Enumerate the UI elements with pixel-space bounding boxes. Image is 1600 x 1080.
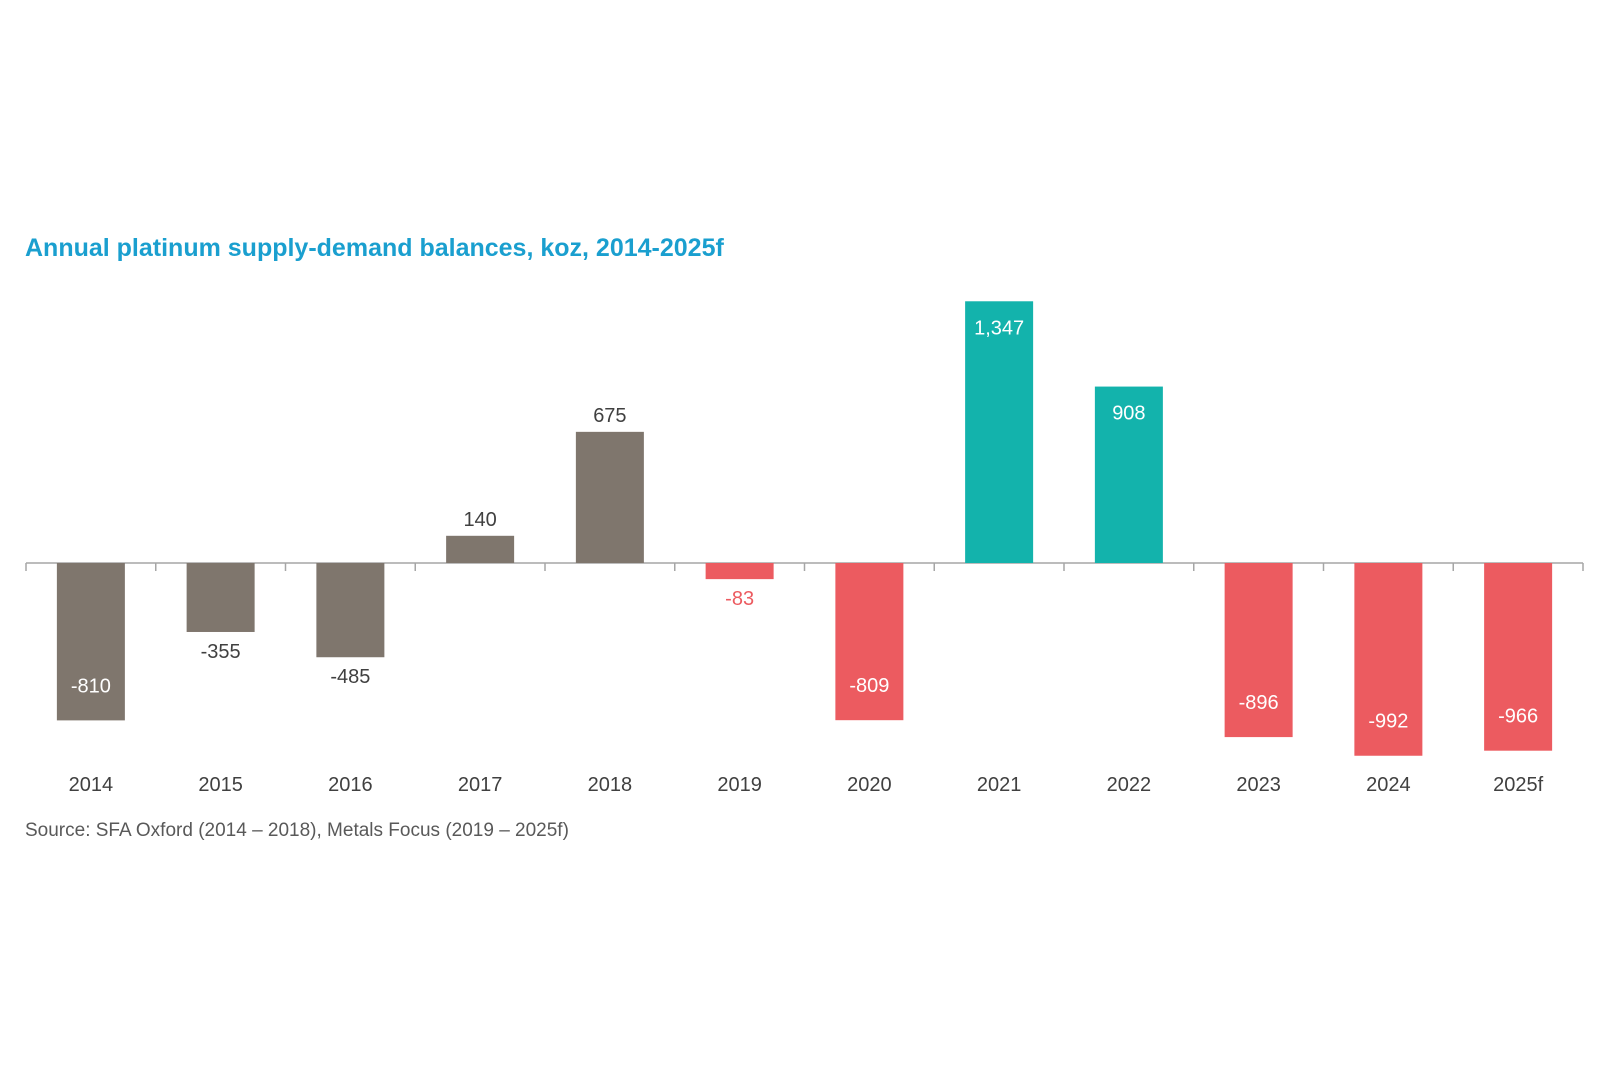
x-tick-label-2014: 2014 — [69, 774, 114, 796]
bar-2024 — [1354, 563, 1423, 756]
data-label-2016: -485 — [330, 666, 370, 688]
x-tick-label-2020: 2020 — [847, 774, 892, 796]
x-tick-label-2017: 2017 — [458, 774, 503, 796]
x-tick-label-2024: 2024 — [1366, 774, 1411, 796]
data-label-2021: 1,347 — [974, 317, 1024, 339]
data-label-2024: -992 — [1368, 711, 1408, 733]
data-label-2017: 140 — [463, 509, 496, 531]
data-label-2020: -809 — [849, 675, 889, 697]
data-label-2019: -83 — [725, 588, 754, 610]
bar-2021 — [965, 301, 1034, 563]
bar-2015 — [186, 563, 255, 632]
data-label-2018: 675 — [593, 405, 626, 427]
bar-2020 — [835, 563, 904, 721]
x-tick-label-2015: 2015 — [198, 774, 243, 796]
bar-2025f — [1484, 563, 1553, 751]
x-tick-label-2023: 2023 — [1236, 774, 1281, 796]
data-label-2015: -355 — [201, 641, 241, 663]
chart-source-note: Source: SFA Oxford (2014 – 2018), Metals… — [25, 820, 569, 841]
bar-2016 — [316, 563, 385, 658]
x-tick-label-2025f: 2025f — [1493, 774, 1543, 796]
chart-title: Annual platinum supply-demand balances, … — [25, 234, 724, 262]
bar-2014 — [56, 563, 125, 721]
bar-2019 — [705, 563, 774, 580]
data-label-2014: -810 — [71, 675, 111, 697]
bar-2023 — [1224, 563, 1293, 738]
x-tick-label-2022: 2022 — [1107, 774, 1152, 796]
data-label-2023: -896 — [1239, 692, 1279, 714]
bar-2022 — [1094, 386, 1163, 563]
data-label-2022: 908 — [1112, 403, 1145, 425]
x-tick-label-2016: 2016 — [328, 774, 373, 796]
data-label-2025f: -966 — [1498, 706, 1538, 728]
x-tick-label-2018: 2018 — [588, 774, 633, 796]
bar-2018 — [575, 431, 644, 563]
bar-2017 — [446, 535, 515, 563]
x-tick-label-2021: 2021 — [977, 774, 1022, 796]
x-tick-label-2019: 2019 — [717, 774, 762, 796]
